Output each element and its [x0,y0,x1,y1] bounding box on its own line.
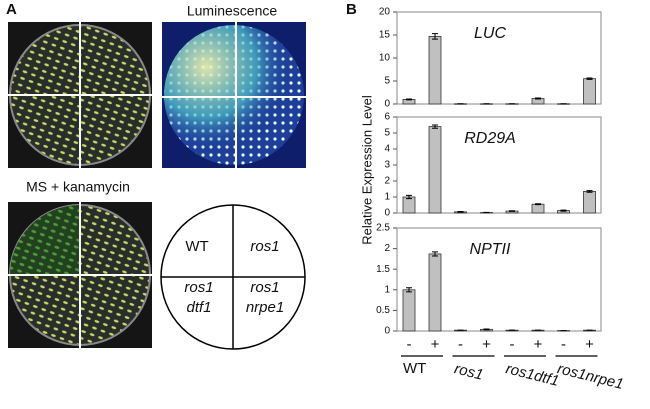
error-bar [458,212,464,213]
bar [429,127,441,213]
photo-title: MS + kanamycin [26,179,130,195]
error-bar [561,210,567,211]
y-tick-label: 1 [384,192,390,203]
x-tick-label: - [561,336,566,353]
genotype-label: ros1 [250,279,279,296]
group-label: ros1nrpe1 [556,360,626,393]
y-tick-label: 5 [384,128,390,139]
group-label: ros1 [453,360,485,384]
y-tick-label: 4 [384,144,390,155]
error-bar [406,99,412,100]
y-tick-label: 0 [384,208,390,219]
group-label: WT [403,360,426,377]
y-tick-label: 15 [379,30,391,41]
y-tick-label: 1.5 [376,264,390,275]
y-axis-label: Relative Expression Level [359,95,374,245]
plate-photo [8,202,152,348]
y-tick-label: 0 [384,326,390,337]
y-tick-label: 0.5 [376,305,390,316]
genotype-label: WT [185,238,208,255]
plate-schematic [161,205,305,349]
luminescence-photo [162,22,306,168]
x-tick-label: + [431,336,440,353]
y-tick-label: 3 [384,160,390,171]
y-tick-label: 1 [384,284,390,295]
error-bar [484,329,490,330]
y-tick-label: 0 [384,99,390,110]
x-tick-label: - [510,336,515,353]
error-bar [535,204,541,205]
genotype-label: nrpe1 [246,299,284,316]
y-tick-label: 2 [384,243,390,254]
panel-label: A [6,1,17,18]
bar [532,204,544,213]
photo-title: Luminescence [187,3,277,19]
bar [584,191,596,213]
error-bar [535,98,541,99]
chart-title: NPTII [470,241,511,258]
genotype-label: ros1 [250,238,279,255]
y-tick-label: 6 [384,112,390,123]
y-tick-label: 5 [384,76,390,87]
x-tick-label: + [585,336,594,353]
x-tick-label: - [458,336,463,353]
panel-label: B [346,1,357,18]
x-tick-label: - [407,336,412,353]
x-tick-label: + [534,336,543,353]
genotype-label: ros1 [184,279,213,296]
x-tick-label: + [482,336,491,353]
chart-title: RD29A [464,130,516,147]
bar [584,79,596,104]
bar [429,36,441,104]
bar [429,254,441,331]
y-tick-label: 2 [384,176,390,187]
plate-photo [8,22,152,168]
bar [403,290,415,331]
y-tick-label: 20 [379,7,391,18]
y-tick-label: 10 [379,53,391,64]
bar [403,197,415,213]
y-tick-label: 2.5 [376,223,390,234]
chart-title: LUC [474,25,506,42]
error-bar [509,211,515,212]
group-label: ros1dtf1 [504,360,561,390]
genotype-label: dtf1 [186,299,211,316]
